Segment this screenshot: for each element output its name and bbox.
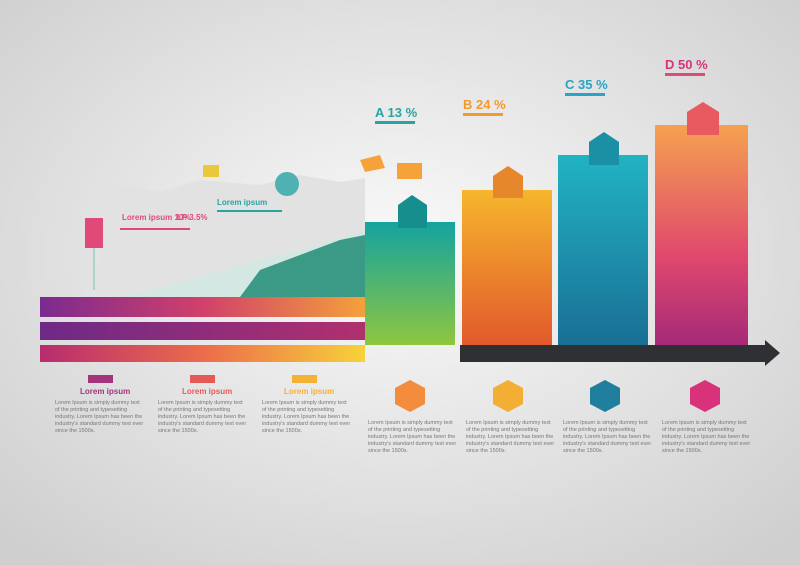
ribbon <box>40 322 365 340</box>
ribbon-label: Lorem ipsum <box>182 387 232 396</box>
step-label: B 24 % <box>463 97 506 112</box>
arrow <box>460 340 780 366</box>
tab <box>190 375 215 383</box>
note: Lorem ipsum 10% <box>122 213 190 222</box>
step-label: A 13 % <box>375 105 418 120</box>
share-icon <box>275 172 299 196</box>
bar-c <box>558 155 648 345</box>
bar-a <box>365 222 455 345</box>
bar-cap <box>493 166 523 198</box>
icons <box>395 380 720 412</box>
bar-cap <box>398 195 427 228</box>
ribbon <box>40 297 365 317</box>
tab <box>88 375 113 383</box>
flag <box>203 165 219 177</box>
paragraph: Lorem Ipsum is simply dummy text of the … <box>662 420 751 454</box>
paragraph: Lorem Ipsum is simply dummy text of the … <box>262 400 351 434</box>
paragraph: Lorem Ipsum is simply dummy text of the … <box>368 420 457 454</box>
bar-cap <box>687 102 719 135</box>
underline <box>665 73 705 76</box>
tab <box>292 375 317 383</box>
bar-d <box>655 125 748 345</box>
step-label: D 50 % <box>665 57 708 72</box>
icon-chat <box>493 380 523 412</box>
icon-settings <box>395 380 425 412</box>
bars <box>365 102 748 345</box>
underline <box>217 210 282 212</box>
paragraph: Lorem Ipsum is simply dummy text of the … <box>55 400 144 434</box>
bar-b <box>462 190 552 345</box>
note: LP 3.5% <box>177 213 208 222</box>
plane <box>360 155 385 172</box>
paragraph: Lorem Ipsum is simply dummy text of the … <box>563 420 652 454</box>
bar-cap <box>589 132 619 165</box>
note: Lorem ipsum <box>217 198 267 207</box>
paragraph: Lorem Ipsum is simply dummy text of the … <box>466 420 555 454</box>
underline <box>463 113 503 116</box>
factory <box>397 163 422 179</box>
underline <box>375 121 415 124</box>
hill-dark <box>240 235 365 297</box>
icon-mail <box>590 380 620 412</box>
ribbon-label: Lorem ipsum <box>284 387 334 396</box>
step-label: C 35 % <box>565 77 608 92</box>
mini-bar <box>85 218 103 248</box>
underline <box>565 93 605 96</box>
underline <box>120 228 190 230</box>
icon-user <box>690 380 720 412</box>
ribbon <box>40 345 365 362</box>
ribbon-label: Lorem ipsum <box>80 387 130 396</box>
paragraph: Lorem Ipsum is simply dummy text of the … <box>158 400 247 434</box>
